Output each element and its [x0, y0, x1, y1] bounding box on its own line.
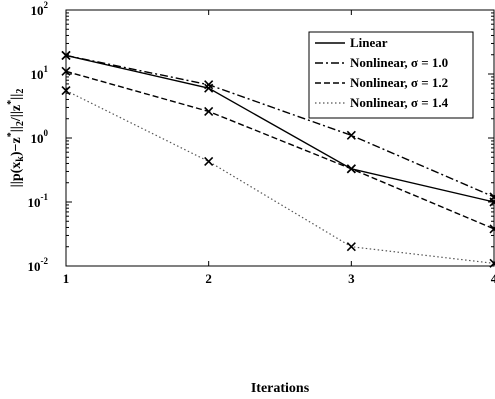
x-tick-label: 1 — [63, 271, 70, 286]
y-tick-label: 10-2 — [28, 256, 49, 274]
data-point-marker — [204, 156, 214, 167]
y-tick-label: 101 — [31, 64, 49, 82]
legend-label: Nonlinear, σ = 1.4 — [350, 95, 449, 110]
series-line-2 — [65, 70, 495, 230]
legend: Linear Nonlinear, σ = 1.0 Nonlinear, σ = 1… — [308, 31, 474, 119]
data-point-marker — [61, 50, 71, 61]
y-tick-label: 10-1 — [28, 192, 49, 210]
data-point-marker — [61, 66, 71, 76]
legend-label: Nonlinear, σ = 1.0 — [350, 55, 448, 70]
data-point-marker — [204, 80, 214, 90]
legend-label: Nonlinear, σ = 1.2 — [350, 75, 448, 90]
data-point-marker — [489, 192, 495, 202]
y-tick-label: 102 — [31, 0, 49, 18]
data-point-marker — [346, 242, 356, 252]
series-line-0 — [65, 54, 495, 203]
data-point-marker — [61, 86, 71, 96]
data-point-marker — [204, 106, 214, 117]
data-point-marker — [489, 224, 495, 234]
y-tick-label: 100 — [31, 128, 49, 146]
data-point-marker — [346, 164, 356, 174]
x-tick-label: 2 — [205, 271, 212, 286]
x-tick-label: 4 — [491, 271, 495, 286]
data-point-marker — [346, 130, 356, 140]
legend-label: Linear — [350, 35, 388, 50]
series-layer — [61, 50, 495, 268]
series-line-3 — [65, 90, 495, 264]
x-tick-label: 3 — [348, 271, 355, 286]
x-axis-label: Iterations — [251, 381, 310, 396]
y-axis-label: ||p(xk)−z*||2/||z*||2 — [6, 89, 26, 188]
series-line-1 — [65, 54, 495, 198]
data-point-marker — [489, 258, 495, 268]
legend-box — [308, 31, 474, 119]
